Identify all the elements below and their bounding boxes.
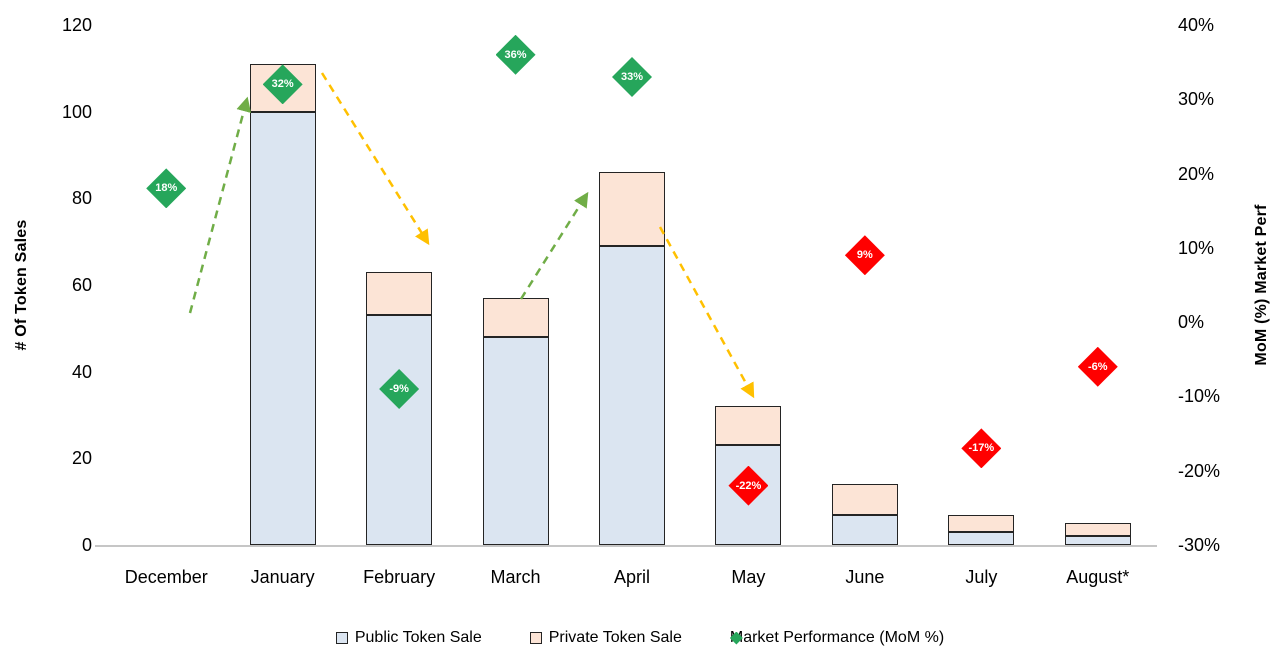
- legend-item-market-performance-mom: Market Performance (MoM %): [729, 629, 945, 647]
- market-performance-marker-may: -22%: [728, 465, 769, 506]
- x-axis-category-label: August*: [1066, 567, 1130, 587]
- legend-label: Private Token Sale: [548, 629, 682, 646]
- right-axis-tick-label: 20%: [1178, 163, 1215, 184]
- right-axis-tick-label: -30%: [1178, 535, 1221, 555]
- market-performance-marker-july: -17%: [961, 428, 1002, 469]
- marker-value-label: 33%: [620, 71, 644, 83]
- right-axis-tick-label: -10%: [1178, 386, 1221, 407]
- bar-public-token-sale-february: [366, 315, 433, 545]
- market-performance-marker-august: -6%: [1077, 346, 1118, 387]
- marker-value-label: 18%: [155, 182, 178, 195]
- marker-value-label: -22%: [735, 479, 762, 492]
- x-axis-category-label: April: [613, 567, 650, 587]
- bar-public-token-sale-january: [249, 111, 316, 545]
- right-axis-tick-label: 40%: [1178, 15, 1215, 35]
- bar-private-token-sale-may: [715, 406, 782, 446]
- marker-value-label: 9%: [856, 249, 873, 262]
- bar-private-token-sale-june: [831, 484, 898, 515]
- bar-private-token-sale-april: [599, 172, 665, 246]
- bar-private-token-sale-august: [1064, 523, 1131, 537]
- legend: Public Token Sale Private Token Sale Marke…: [0, 624, 1280, 652]
- market-performance-marker-april: 33%: [612, 57, 652, 97]
- marker-value-label: -6%: [1087, 360, 1108, 373]
- right-axis-tick-label: -20%: [1178, 460, 1221, 481]
- left-axis-tick-label: 20: [71, 448, 92, 469]
- legend-label: Market Performance (MoM %): [729, 629, 945, 646]
- market-performance-marker-december: 18%: [146, 168, 187, 209]
- left-axis-tick-label: 0: [81, 535, 92, 555]
- legend-item-public-token-sale: Public Token Sale: [335, 629, 482, 647]
- bar-private-token-sale-july: [948, 514, 1015, 532]
- x-axis-category-label: May: [731, 567, 766, 587]
- left-axis-tick-label: 40: [71, 361, 92, 382]
- bar-private-token-sale-march: [482, 298, 549, 337]
- trend-arrow-up: [188, 96, 252, 314]
- bar-public-token-sale-july: [948, 532, 1015, 545]
- x-axis-line: [95, 545, 1157, 547]
- right-axis-title: MoM (%) Market Perf: [1253, 204, 1270, 366]
- diamond-icon: [729, 631, 743, 645]
- square-swatch-icon: [335, 632, 348, 644]
- right-axis-tick-label: 10%: [1178, 237, 1215, 258]
- trend-arrow-down: [658, 226, 755, 399]
- left-axis-tick-label: 100: [61, 101, 92, 122]
- marker-value-label: 32%: [271, 78, 294, 91]
- bar-public-token-sale-august: [1064, 536, 1131, 545]
- bar-public-token-sale-april: [599, 246, 665, 545]
- x-axis-category-label: July: [965, 567, 998, 587]
- x-axis-category-label: January: [250, 567, 315, 587]
- right-axis-tick-label: 30%: [1178, 89, 1215, 110]
- left-axis-tick-label: 120: [61, 15, 92, 35]
- legend-label: Public Token Sale: [354, 629, 482, 646]
- x-axis-category-label: December: [124, 567, 208, 587]
- market-performance-marker-february: -9%: [379, 369, 420, 409]
- legend-item-private-token-sale: Private Token Sale: [529, 629, 682, 647]
- market-performance-marker-march: 36%: [495, 34, 536, 75]
- left-axis-tick-label: 80: [71, 188, 92, 209]
- trend-arrow-up: [519, 191, 589, 300]
- market-performance-marker-january: 32%: [262, 64, 303, 105]
- marker-value-label: -17%: [968, 442, 995, 455]
- bar-public-token-sale-june: [831, 514, 898, 545]
- x-axis-category-label: June: [845, 567, 885, 587]
- trend-arrow-down: [320, 72, 430, 246]
- marker-value-label: -9%: [389, 383, 409, 395]
- x-axis-category-label: March: [490, 567, 541, 587]
- market-performance-marker-june: 9%: [844, 235, 885, 276]
- right-axis-tick-label: 0%: [1178, 312, 1205, 333]
- bar-public-token-sale-march: [482, 337, 549, 545]
- square-swatch-icon: [529, 632, 542, 644]
- bar-private-token-sale-february: [366, 272, 433, 316]
- left-axis-tick-label: 60: [71, 275, 92, 295]
- marker-value-label: 36%: [504, 48, 527, 61]
- x-axis-category-label: February: [363, 567, 436, 587]
